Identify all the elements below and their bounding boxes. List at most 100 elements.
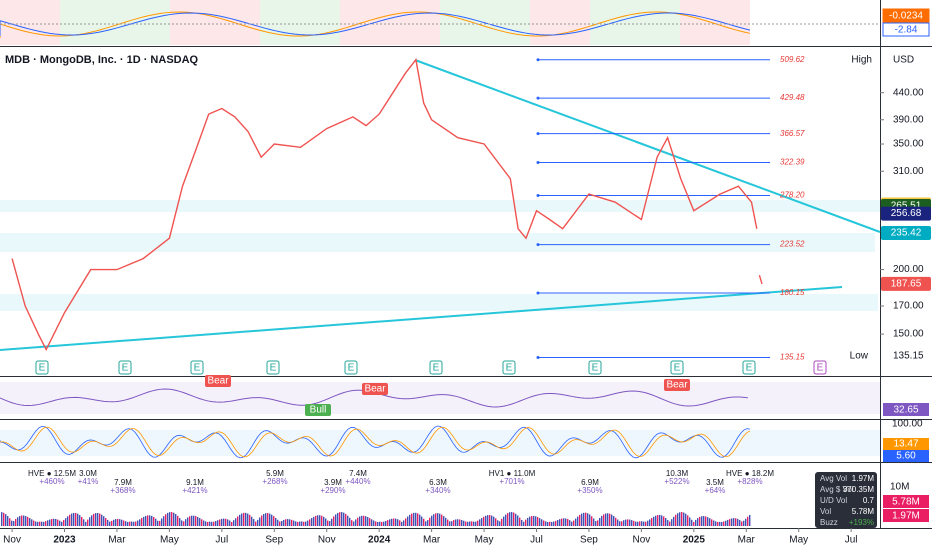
volume-bar [279,521,281,526]
volume-bar [369,518,371,526]
volume-bar [353,521,355,526]
volume-bar [593,518,595,526]
volume-bar [589,514,591,526]
volume-annotation-pct: +290% [320,486,345,495]
volume-bar [237,516,239,526]
fib-label: 322.39 [780,158,805,167]
volume-bar [629,519,631,526]
volume-bar [349,517,351,526]
volume-bar [561,518,563,526]
fib-anchor [536,160,540,164]
volume-bar [255,521,257,526]
volume-bar [121,519,123,526]
volume-bar [261,515,263,526]
volume-bar [539,518,541,526]
volume-bar [373,520,375,526]
volume-bar [21,515,23,526]
volume-bar [99,513,101,526]
volume-bar [543,520,545,526]
volume-annotation: HVE ● 18.2M [726,469,774,478]
volume-bar [307,520,309,526]
volume-bar [621,521,623,526]
volume-bar [249,514,251,526]
volume-bar [179,518,181,526]
volume-bar [33,520,35,526]
volume-bar [535,516,537,526]
volume-bar [637,521,639,526]
volume-bar [567,519,569,526]
price-tag-label: 265.51 [891,201,922,212]
price-tag [881,225,931,240]
volume-bar [269,513,271,526]
volume-bar [49,519,51,526]
volume-bar [595,521,597,526]
volume-bar [455,519,457,526]
volume-bar [653,516,655,526]
fib-label: 223.52 [779,240,805,249]
volume-bar [445,517,447,526]
stoch-tag-label: 13.47 [893,439,918,450]
stat-name: U/D Vol [820,496,847,505]
top-panel-bands [0,0,750,45]
x-tick-label: 2025 [683,535,706,546]
volume-bar [209,521,211,526]
volume-bar [425,521,427,526]
y-tick-label: 390.00 [893,114,924,125]
volume-bar [699,516,701,526]
volume-bar [267,513,269,526]
volume-bar [411,513,413,526]
volume-bar [573,520,575,526]
price-tag-label: 256.68 [891,208,922,219]
volume-annotation: 7.9M [114,478,132,487]
volume-bar [679,512,681,526]
earnings-marker [742,360,756,375]
volume-bar [503,516,505,526]
volume-bar [597,520,599,526]
indicator-tag-label: -0.0234 [889,11,923,22]
volume-bar [43,521,45,526]
volume-bar [57,519,59,526]
fib-label: 509.62 [780,55,805,64]
earnings-marker [670,360,684,375]
volume-bar [243,512,245,526]
volume-bar [681,512,683,526]
stat-value: 1.97M [852,474,875,483]
volume-bar [437,513,439,526]
volume-bar [389,519,391,526]
volume-bar [205,521,207,526]
volume-bar [383,521,385,526]
volume-bar [193,515,195,526]
volume-bar [105,518,107,526]
volume-bar [633,520,635,526]
volume-bar [721,521,723,526]
indicator-tag [882,22,930,37]
earnings-label: E [674,363,681,374]
volume-bar [511,512,513,526]
volume-bar [547,521,549,526]
volume-bar [613,516,615,526]
volume-bar [53,518,55,526]
volume-bar [495,518,497,526]
earnings-marker [266,360,280,375]
volume-bar [157,520,159,526]
volume-axis-label: 10M [890,482,909,493]
volume-bar [127,521,129,526]
volume-bar [459,519,461,526]
volume-bar [749,514,751,526]
volume-bar [137,520,139,526]
earnings-marker [344,360,358,375]
volume-bar [107,519,109,526]
fib-label: 366.57 [780,129,805,138]
volume-bar [723,521,725,526]
volume-bar [579,514,581,526]
volume-bar [431,515,433,526]
volume-bar [697,518,699,526]
volume-bar [731,518,733,526]
volume-bar [717,521,719,526]
volume-bar [625,519,627,526]
volume-annotation: 3.0M [79,469,97,478]
volume-bar [319,515,321,526]
volume-tag-label: 1.97M [892,511,920,522]
volume-bar [415,512,417,526]
